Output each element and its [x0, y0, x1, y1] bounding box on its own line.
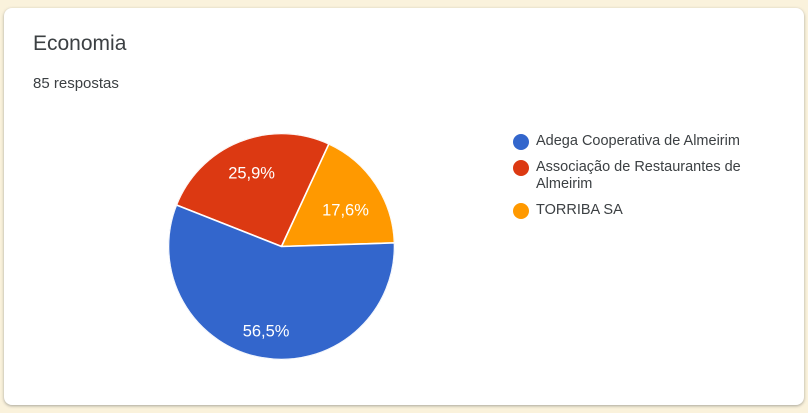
svg-text:17,6%: 17,6%	[322, 201, 369, 219]
svg-text:56,5%: 56,5%	[243, 323, 290, 341]
svg-text:25,9%: 25,9%	[228, 165, 275, 183]
